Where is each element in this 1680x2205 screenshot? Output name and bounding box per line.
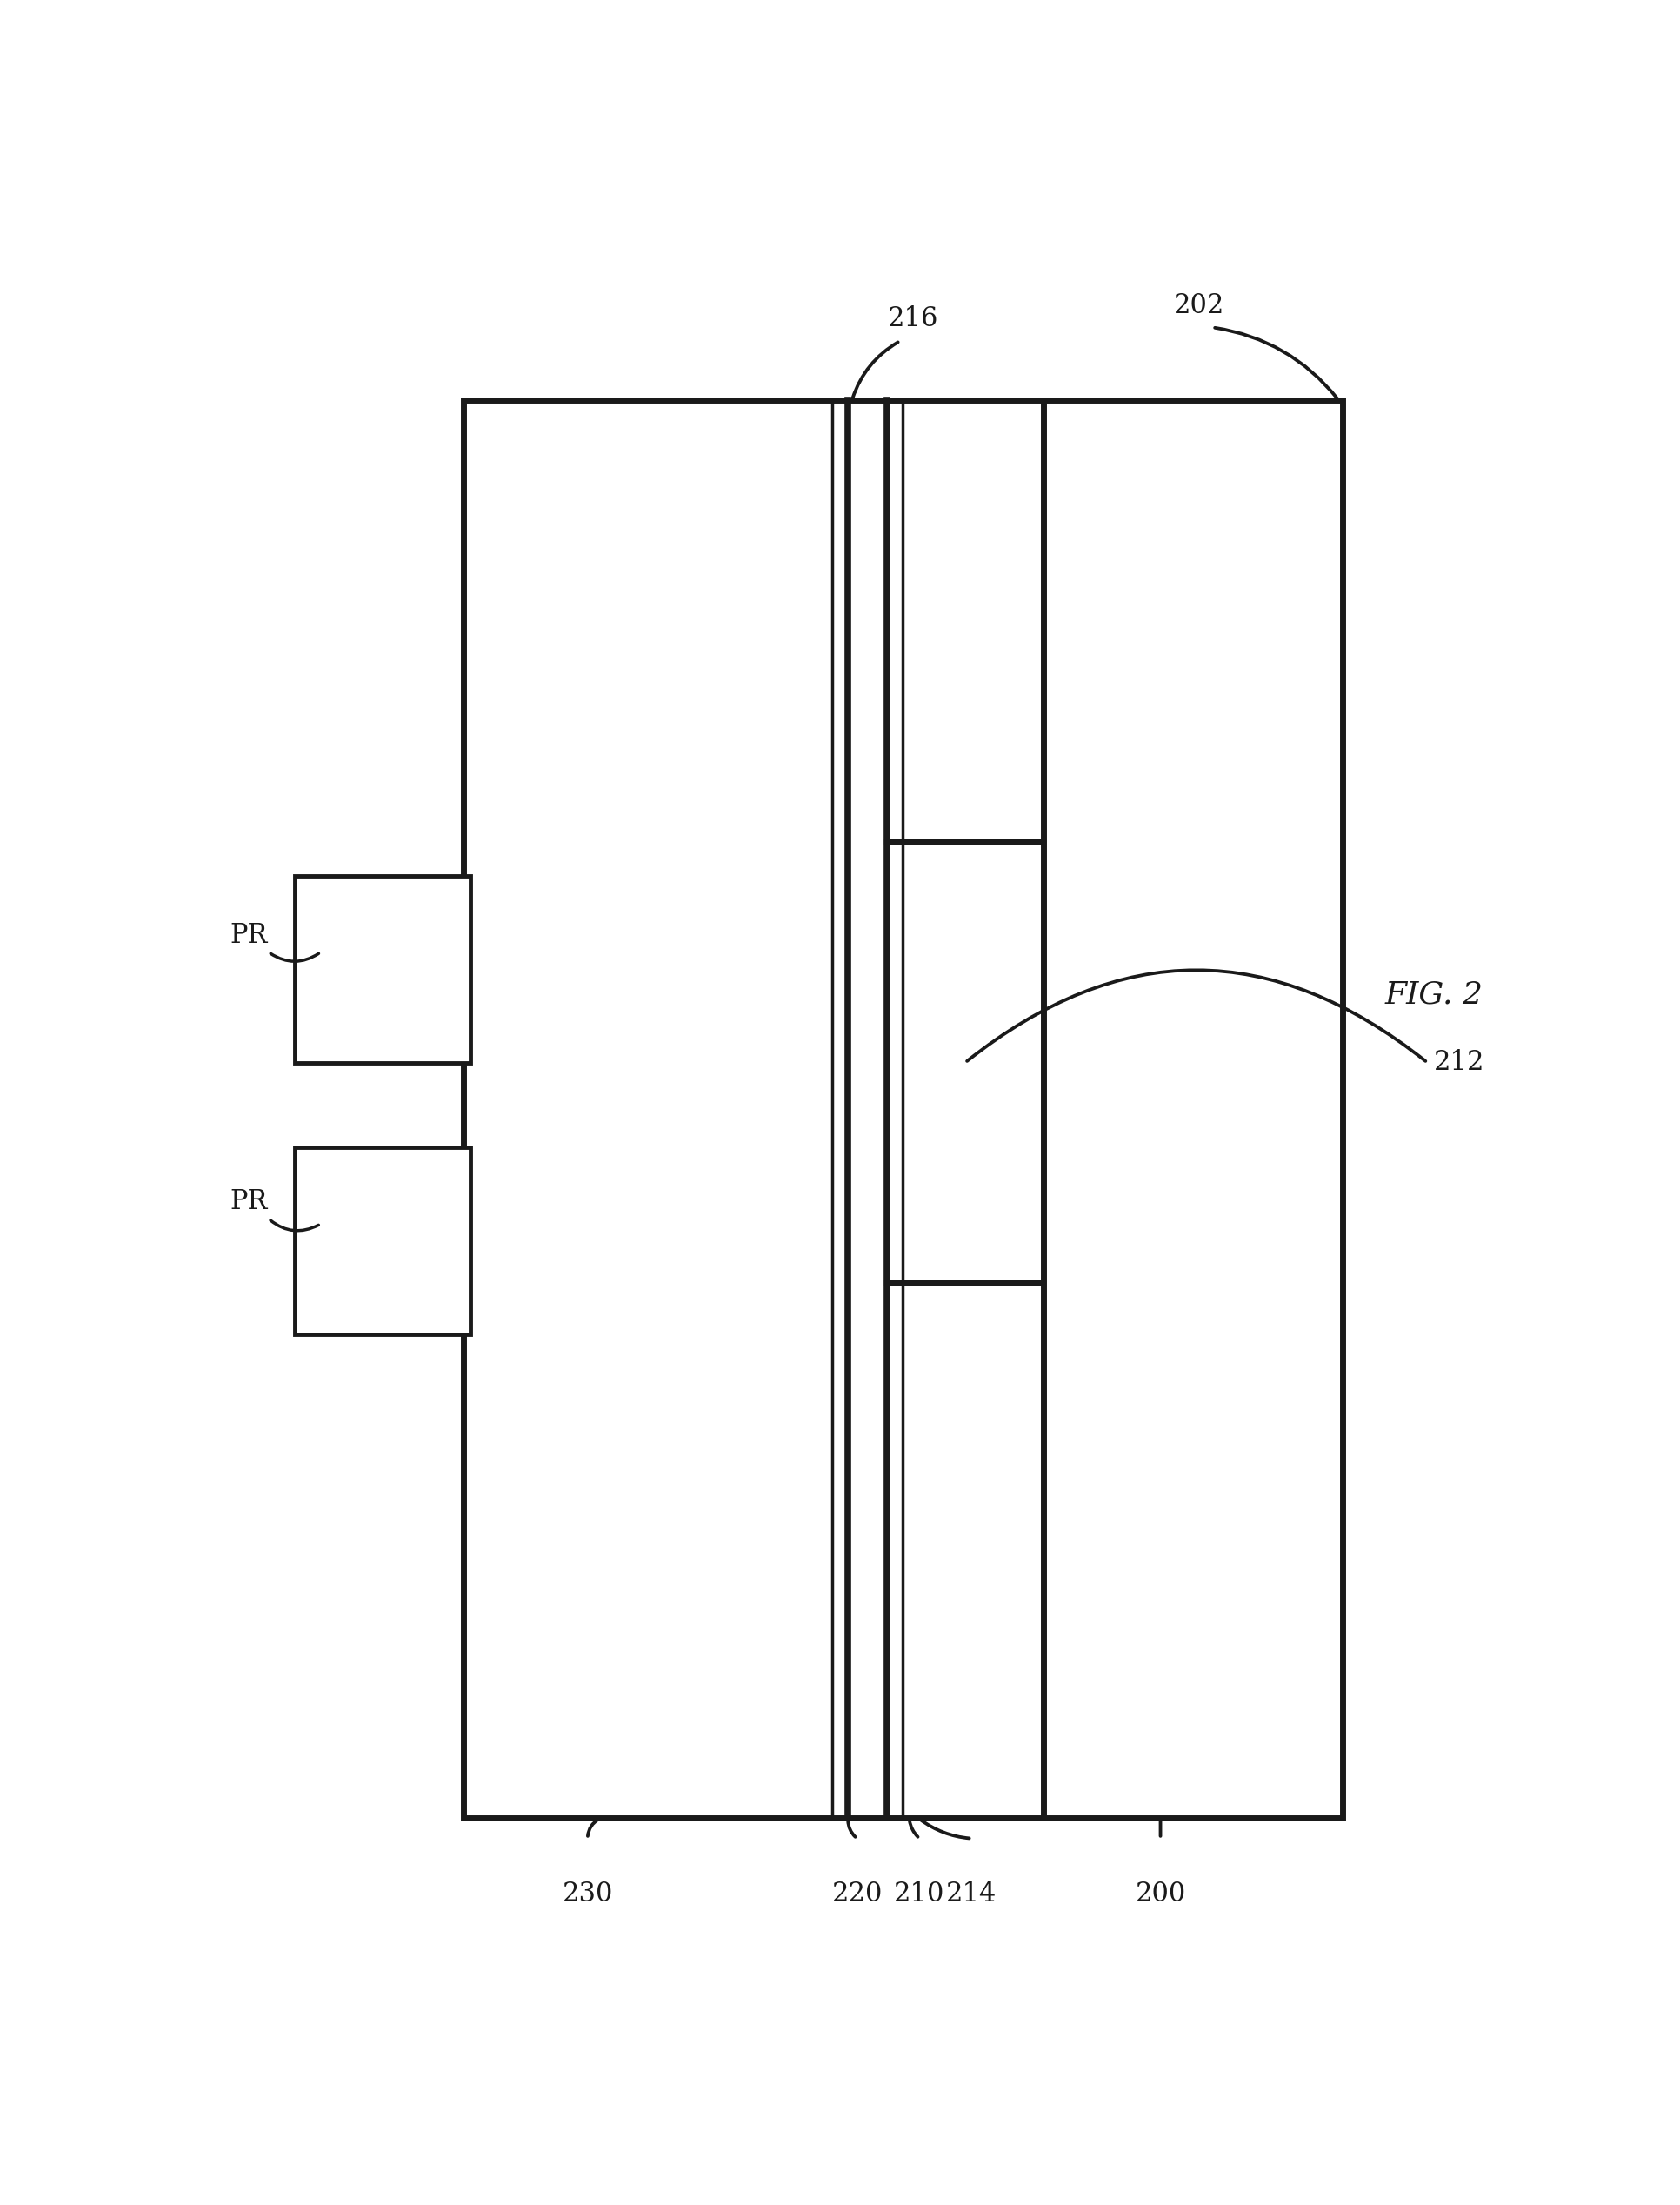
Text: 230: 230 — [563, 1881, 613, 1907]
Text: 212: 212 — [1435, 1050, 1485, 1076]
Text: 220: 220 — [832, 1881, 882, 1907]
Bar — [464, 401, 1342, 1819]
Text: 214: 214 — [946, 1881, 996, 1907]
Text: 202: 202 — [1174, 291, 1225, 320]
Text: 216: 216 — [887, 306, 939, 333]
Text: FIG. 2: FIG. 2 — [1384, 979, 1483, 1010]
Bar — [294, 1147, 470, 1334]
Text: PR: PR — [230, 922, 267, 948]
Bar — [294, 875, 470, 1063]
Text: PR: PR — [230, 1188, 267, 1215]
Text: 210: 210 — [894, 1881, 944, 1907]
Text: 200: 200 — [1136, 1881, 1186, 1907]
